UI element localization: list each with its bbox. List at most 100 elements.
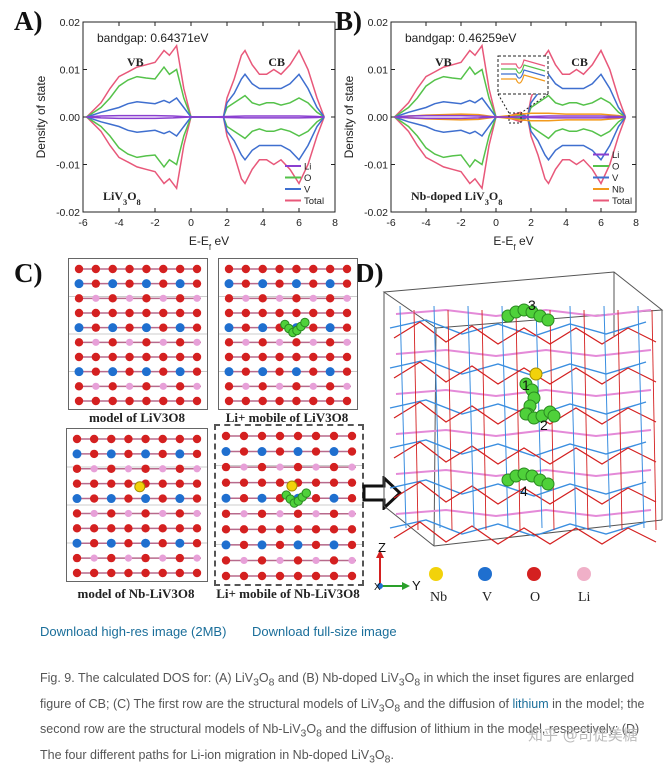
atom <box>193 338 201 346</box>
atom <box>275 308 284 318</box>
atom <box>293 525 303 534</box>
panel-letter-b: B) <box>335 6 362 36</box>
atom <box>241 352 251 362</box>
x-tick-label: 6 <box>598 217 604 229</box>
atom <box>329 525 339 534</box>
atom <box>106 449 116 459</box>
model-liv3o8 <box>68 258 208 410</box>
atom <box>239 478 249 487</box>
atom <box>141 509 150 518</box>
atom <box>192 367 202 376</box>
atom <box>325 382 335 391</box>
atom <box>311 540 321 550</box>
atom <box>192 539 202 548</box>
atom <box>221 571 231 581</box>
model-nb-liv3o8-caption: model of Nb-LiV3O8 <box>77 586 195 601</box>
atom <box>74 279 84 289</box>
atom <box>192 434 202 444</box>
atom <box>108 382 117 391</box>
atom <box>141 323 151 333</box>
atom <box>309 294 317 302</box>
o-framework-line <box>393 321 657 345</box>
x-tick-label: -2 <box>150 217 159 229</box>
atom <box>309 338 317 346</box>
atom <box>258 352 267 362</box>
atom <box>74 396 84 406</box>
atom <box>239 540 249 550</box>
atom <box>106 494 116 504</box>
bandgap-annotation: bandgap: 0.64371eV <box>97 31 208 45</box>
atom <box>347 540 357 550</box>
lithium-link[interactable]: lithium <box>512 696 549 711</box>
v-vertical-line <box>603 305 611 529</box>
atom <box>325 279 335 289</box>
atom <box>258 382 267 391</box>
atom <box>275 571 285 581</box>
atom <box>159 264 168 274</box>
atom <box>240 463 248 471</box>
atom <box>159 323 168 332</box>
model-li-mobile-nb-liv3o8-caption: Li+ mobile of Nb-LiV3O8 <box>216 586 360 601</box>
atom <box>257 478 267 487</box>
atom <box>291 367 301 377</box>
li-path-atom <box>541 477 555 491</box>
atom <box>175 294 185 303</box>
atom <box>142 264 151 274</box>
atom <box>258 279 268 289</box>
path-label-3: 3 <box>528 297 536 313</box>
li-atom-icon <box>577 567 591 581</box>
atom <box>292 338 301 347</box>
atom <box>242 382 250 390</box>
o-vertical-line <box>583 309 589 531</box>
atom <box>159 308 168 318</box>
x-tick-label: -2 <box>456 217 465 229</box>
atom <box>293 447 303 457</box>
atom <box>192 449 202 459</box>
atom <box>275 447 285 456</box>
y-axis-label: Density of state <box>34 75 48 158</box>
atom <box>91 264 101 274</box>
atom <box>193 382 201 390</box>
atom <box>72 553 82 563</box>
dos-chart-b: -0.02 -0.01 0.00 0.01 0.02 -6 -4 -2 0 2 4 6 8 E-Ef eV… <box>342 17 639 252</box>
atom <box>175 479 185 488</box>
atom <box>343 294 351 302</box>
atom <box>311 431 321 441</box>
legend-label-o: O <box>612 162 619 173</box>
atom <box>293 571 303 581</box>
x-tick-label: 0 <box>493 217 499 229</box>
atom <box>91 367 101 376</box>
atom <box>91 323 101 332</box>
o-atom-icon <box>527 567 541 581</box>
atom <box>311 571 321 581</box>
o-vertical-line <box>481 309 487 531</box>
atom <box>159 352 168 362</box>
model-li-mobile-liv3o8-caption: Li+ mobile of LiV3O8 <box>225 410 349 425</box>
x-tick-label: -6 <box>78 217 87 229</box>
atom <box>309 396 318 406</box>
download-hires-link[interactable]: Download high-res image (2MB) <box>40 624 227 639</box>
atom <box>292 294 301 303</box>
atom <box>329 556 339 565</box>
atom <box>224 382 234 391</box>
download-fullsize-link[interactable]: Download full-size image <box>252 624 397 639</box>
atom <box>275 540 285 550</box>
legend-o: O <box>530 590 541 605</box>
legend-label-nb: Nb <box>612 185 624 196</box>
atom <box>239 447 249 456</box>
atom <box>107 524 116 533</box>
atom <box>193 465 201 473</box>
atom <box>257 447 267 457</box>
atom <box>159 338 167 346</box>
cb-label: CB <box>571 55 588 69</box>
atom <box>242 338 250 346</box>
v-atom-icon <box>478 567 492 581</box>
atom <box>72 494 82 504</box>
atom <box>257 431 267 441</box>
atom <box>329 493 339 503</box>
atom <box>347 478 357 487</box>
atom <box>329 431 339 441</box>
li-path-atom <box>300 317 310 328</box>
atom <box>348 463 356 471</box>
atom <box>311 478 321 487</box>
